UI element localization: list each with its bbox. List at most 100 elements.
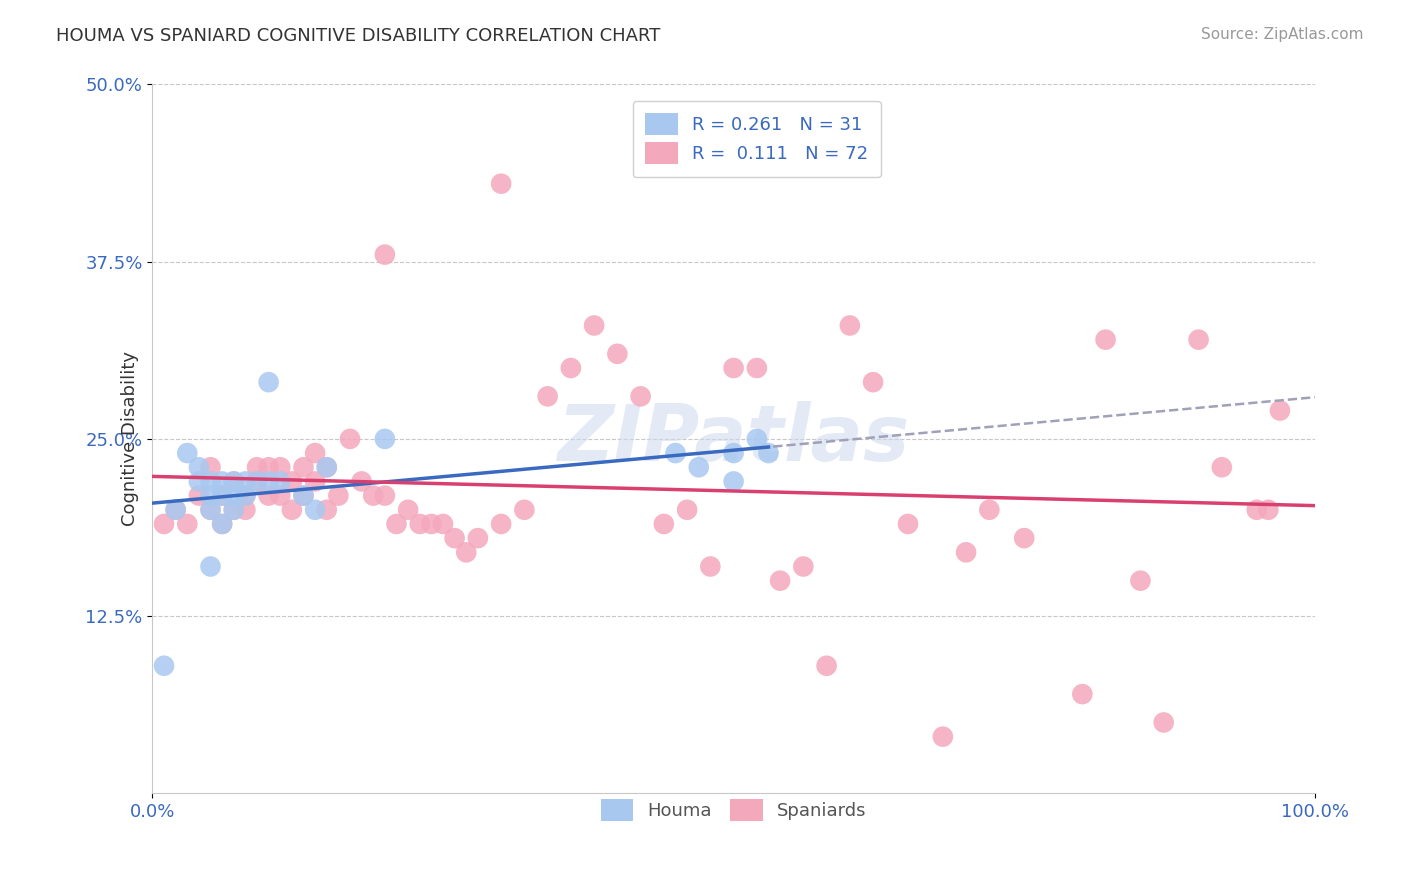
Point: [676, 503, 699, 517]
Point: [246, 460, 269, 475]
Point: [187, 460, 209, 475]
Point: [292, 460, 315, 475]
Point: [723, 446, 745, 460]
Point: [269, 489, 291, 503]
Point: [222, 503, 245, 517]
Point: [257, 375, 280, 389]
Point: [489, 177, 512, 191]
Point: [420, 516, 443, 531]
Point: [699, 559, 721, 574]
Point: [315, 460, 337, 475]
Point: [200, 475, 222, 489]
Legend: Houma, Spaniards: Houma, Spaniards: [588, 787, 879, 834]
Point: [281, 503, 304, 517]
Point: [467, 531, 489, 545]
Point: [211, 516, 233, 531]
Point: [688, 460, 710, 475]
Point: [374, 247, 396, 261]
Point: [1129, 574, 1152, 588]
Point: [257, 475, 280, 489]
Point: [257, 489, 280, 503]
Point: [211, 489, 233, 503]
Point: [246, 475, 269, 489]
Point: [652, 516, 675, 531]
Point: [758, 446, 780, 460]
Point: [1187, 333, 1209, 347]
Point: [269, 460, 291, 475]
Point: [165, 503, 187, 517]
Point: [328, 489, 350, 503]
Point: [443, 531, 465, 545]
Point: [769, 574, 792, 588]
Point: [304, 446, 326, 460]
Point: [339, 432, 361, 446]
Y-axis label: Cognitive Disability: Cognitive Disability: [121, 351, 139, 526]
Point: [745, 361, 768, 376]
Point: [1012, 531, 1035, 545]
Point: [456, 545, 478, 559]
Point: [257, 460, 280, 475]
Point: [630, 389, 652, 403]
Point: [200, 489, 222, 503]
Point: [235, 489, 257, 503]
Point: [432, 516, 454, 531]
Text: HOUMA VS SPANIARD COGNITIVE DISABILITY CORRELATION CHART: HOUMA VS SPANIARD COGNITIVE DISABILITY C…: [56, 27, 661, 45]
Point: [222, 475, 245, 489]
Point: [281, 475, 304, 489]
Point: [200, 503, 222, 517]
Point: [815, 658, 838, 673]
Point: [211, 489, 233, 503]
Point: [176, 446, 198, 460]
Point: [1246, 503, 1268, 517]
Point: [1211, 460, 1233, 475]
Point: [200, 460, 222, 475]
Point: [979, 503, 1001, 517]
Point: [723, 475, 745, 489]
Point: [536, 389, 558, 403]
Point: [235, 489, 257, 503]
Point: [269, 475, 291, 489]
Point: [235, 503, 257, 517]
Point: [292, 489, 315, 503]
Point: [374, 432, 396, 446]
Point: [1268, 403, 1291, 417]
Point: [1094, 333, 1116, 347]
Point: [304, 475, 326, 489]
Point: [664, 446, 686, 460]
Point: [222, 503, 245, 517]
Point: [932, 730, 955, 744]
Point: [606, 347, 628, 361]
Point: [385, 516, 408, 531]
Point: [200, 559, 222, 574]
Point: [513, 503, 536, 517]
Point: [350, 475, 373, 489]
Point: [187, 489, 209, 503]
Point: [176, 516, 198, 531]
Point: [292, 489, 315, 503]
Point: [235, 475, 257, 489]
Point: [304, 503, 326, 517]
Point: [211, 516, 233, 531]
Point: [246, 475, 269, 489]
Point: [361, 489, 384, 503]
Point: [1257, 503, 1279, 517]
Point: [315, 503, 337, 517]
Point: [153, 658, 176, 673]
Point: [200, 503, 222, 517]
Point: [187, 475, 209, 489]
Point: [165, 503, 187, 517]
Point: [153, 516, 176, 531]
Point: [315, 460, 337, 475]
Point: [792, 559, 814, 574]
Point: [723, 361, 745, 376]
Point: [396, 503, 419, 517]
Text: ZIPatlas: ZIPatlas: [558, 401, 910, 477]
Point: [374, 489, 396, 503]
Text: Source: ZipAtlas.com: Source: ZipAtlas.com: [1201, 27, 1364, 42]
Point: [560, 361, 582, 376]
Point: [583, 318, 606, 333]
Point: [211, 475, 233, 489]
Point: [1153, 715, 1175, 730]
Point: [222, 489, 245, 503]
Point: [838, 318, 860, 333]
